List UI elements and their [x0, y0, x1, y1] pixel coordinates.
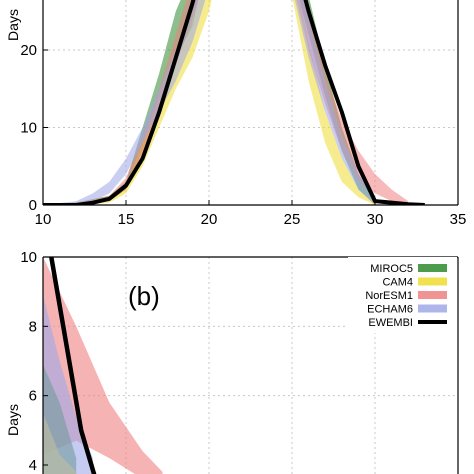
- y-tick-label: 10: [20, 249, 37, 266]
- x-tick-label: 20: [201, 211, 218, 228]
- legend-swatch-echam6: [418, 304, 447, 313]
- legend-label-miroc5: MIROC5: [370, 263, 413, 275]
- y-tick-label: 10: [20, 120, 37, 137]
- legend-label-echam6: ECHAM6: [367, 304, 413, 316]
- x-tick-label: 30: [367, 211, 384, 228]
- y-axis-label-b: Days: [5, 404, 21, 436]
- legend-swatch-noresm1: [418, 291, 447, 299]
- x-tick-label: 10: [35, 211, 52, 228]
- y-tick-label: 4: [29, 457, 37, 474]
- legend-swatch-miroc5: [418, 264, 447, 272]
- line-ewembi: [49, 257, 97, 474]
- legend-label-ewembi: EWEMBI: [368, 317, 413, 329]
- y-axis-label-a: Days: [5, 9, 21, 41]
- y-tick-label: 8: [29, 318, 37, 335]
- x-tick-label: 15: [118, 211, 135, 228]
- panel-label-b: (b): [128, 281, 160, 311]
- line-ewembi: [43, 0, 425, 205]
- legend-label-noresm1: NorESM1: [365, 290, 413, 302]
- y-tick-label: 20: [20, 42, 37, 59]
- legend-label-cam4: CAM4: [382, 277, 413, 289]
- y-tick-label: 6: [29, 388, 37, 405]
- legend-swatch-cam4: [418, 277, 447, 286]
- x-tick-label: 35: [450, 211, 467, 228]
- y-tick-label: 0: [29, 197, 37, 214]
- x-tick-label: 25: [284, 211, 301, 228]
